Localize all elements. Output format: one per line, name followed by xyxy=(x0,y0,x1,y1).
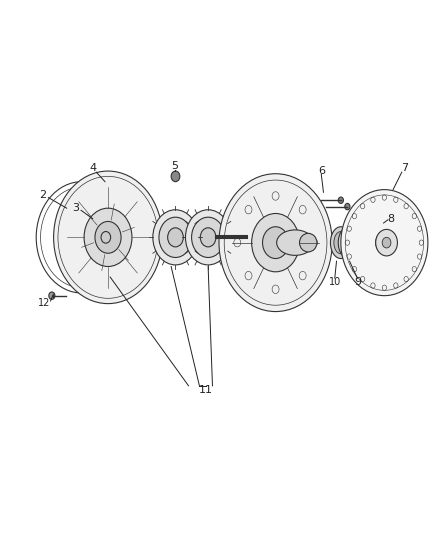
Circle shape xyxy=(252,214,300,272)
Text: 12: 12 xyxy=(38,297,50,308)
Circle shape xyxy=(95,221,121,253)
Circle shape xyxy=(153,210,198,265)
Ellipse shape xyxy=(300,233,317,252)
Text: 2: 2 xyxy=(39,190,46,200)
Text: 10: 10 xyxy=(328,277,341,287)
Ellipse shape xyxy=(334,231,348,254)
Circle shape xyxy=(341,190,428,296)
Circle shape xyxy=(84,208,132,266)
Circle shape xyxy=(262,227,289,259)
Text: 8: 8 xyxy=(387,214,395,224)
Circle shape xyxy=(200,228,216,247)
Circle shape xyxy=(382,237,391,248)
Text: 6: 6 xyxy=(318,166,325,176)
Text: 7: 7 xyxy=(401,164,408,173)
Circle shape xyxy=(171,171,180,182)
Ellipse shape xyxy=(101,231,111,243)
Ellipse shape xyxy=(330,227,351,259)
Circle shape xyxy=(376,229,397,256)
Circle shape xyxy=(168,228,184,247)
Text: 11: 11 xyxy=(199,384,213,394)
Circle shape xyxy=(185,210,231,265)
Text: 9: 9 xyxy=(355,277,362,287)
Circle shape xyxy=(376,232,393,253)
Circle shape xyxy=(49,292,55,300)
Ellipse shape xyxy=(277,230,314,255)
Circle shape xyxy=(338,197,343,204)
Text: 3: 3 xyxy=(72,203,79,213)
Circle shape xyxy=(53,171,162,304)
Circle shape xyxy=(191,217,225,257)
Circle shape xyxy=(159,217,192,257)
Ellipse shape xyxy=(342,232,355,253)
Text: 5: 5 xyxy=(171,161,178,171)
Text: 4: 4 xyxy=(89,164,96,173)
Circle shape xyxy=(345,204,350,210)
Ellipse shape xyxy=(338,227,359,259)
Circle shape xyxy=(219,174,332,312)
